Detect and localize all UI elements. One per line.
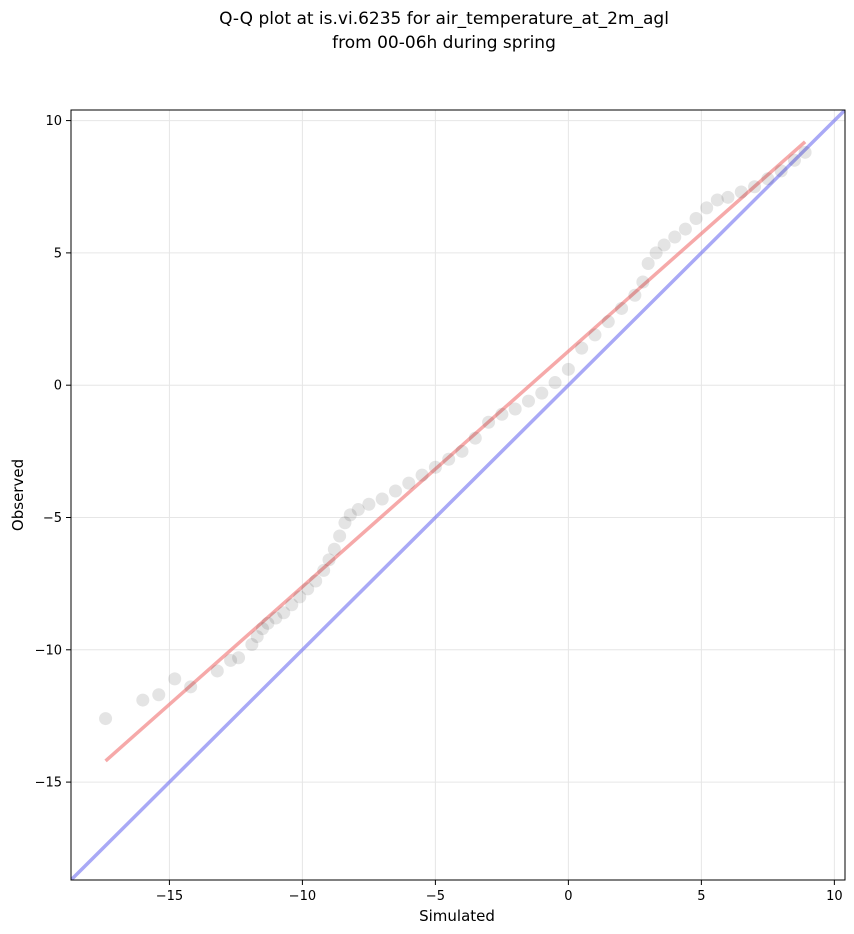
data-point	[700, 201, 714, 215]
data-point	[285, 598, 299, 612]
data-point	[575, 341, 589, 355]
data-point	[495, 407, 509, 421]
data-point	[322, 553, 336, 567]
data-point	[309, 574, 323, 588]
y-tick-label: −10	[35, 643, 62, 658]
data-point	[508, 402, 522, 416]
x-axis-label: Simulated	[419, 907, 495, 925]
data-point	[649, 246, 663, 260]
fit-line	[104, 140, 807, 763]
x-tick-label: −5	[426, 889, 445, 904]
data-point	[628, 288, 642, 302]
data-point	[442, 452, 456, 466]
data-point	[362, 497, 376, 511]
data-point	[277, 606, 291, 620]
data-point	[210, 664, 224, 678]
data-point	[99, 712, 113, 726]
data-point	[250, 630, 264, 644]
y-axis-ticks: −15 −10 −5 0 5 10	[35, 114, 71, 791]
data-point	[333, 529, 347, 543]
x-tick-label: −10	[289, 889, 316, 904]
fit-line-layer	[104, 140, 807, 763]
y-tick-label: −15	[35, 776, 62, 791]
x-tick-label: −15	[156, 889, 183, 904]
data-point	[615, 301, 629, 315]
data-point	[327, 542, 341, 556]
data-point	[535, 386, 549, 400]
y-axis-label: Observed	[9, 459, 27, 531]
data-point	[402, 476, 416, 490]
chart-title-line-1: Q-Q plot at is.vi.6235 for air_temperatu…	[219, 9, 669, 29]
data-point	[521, 394, 535, 408]
data-point	[601, 315, 615, 329]
grid-lines	[71, 110, 845, 880]
data-point	[293, 590, 307, 604]
data-point	[734, 185, 748, 199]
data-point	[428, 460, 442, 474]
data-point	[787, 153, 801, 167]
data-point	[748, 180, 762, 194]
data-point	[261, 616, 275, 630]
data-point	[482, 415, 496, 429]
identity-line	[71, 110, 845, 880]
data-point	[256, 622, 270, 636]
x-tick-label: 0	[564, 889, 572, 904]
data-point	[245, 638, 259, 652]
data-point	[317, 563, 331, 577]
data-point	[301, 582, 315, 596]
data-point	[774, 164, 788, 178]
y-tick-label: −5	[43, 511, 62, 526]
data-point	[375, 492, 389, 506]
data-point	[668, 230, 682, 244]
data-point	[232, 651, 246, 665]
data-points	[99, 145, 812, 726]
data-point	[678, 222, 692, 236]
data-point	[351, 503, 365, 517]
data-point	[136, 693, 150, 707]
data-point	[561, 362, 575, 376]
data-point	[224, 653, 238, 667]
data-point	[657, 238, 671, 252]
data-point	[269, 611, 283, 625]
chart-title-line-2: from 00-06h during spring	[332, 33, 556, 53]
data-point	[798, 145, 812, 159]
x-tick-label: 5	[697, 889, 705, 904]
data-point	[338, 516, 352, 530]
y-tick-label: 0	[54, 379, 62, 394]
data-point	[168, 672, 182, 686]
x-axis-ticks: −15 −10 −5 0 5 10	[156, 880, 843, 904]
data-point	[588, 328, 602, 342]
x-tick-label: 10	[826, 889, 843, 904]
data-point	[343, 508, 357, 522]
data-point	[689, 211, 703, 225]
data-point	[641, 256, 655, 270]
data-point	[468, 431, 482, 445]
data-point	[548, 376, 562, 390]
data-point	[388, 484, 402, 498]
y-tick-label: 10	[45, 114, 62, 129]
data-point	[761, 172, 775, 186]
data-point	[721, 190, 735, 204]
plot-area-frame	[70, 109, 846, 881]
data-point	[415, 468, 429, 482]
data-point	[636, 275, 650, 289]
identity-line-layer	[71, 110, 845, 880]
y-tick-label: 5	[54, 246, 62, 261]
data-point	[152, 688, 166, 702]
data-point	[710, 193, 724, 207]
data-point	[184, 680, 198, 694]
data-point	[455, 444, 469, 458]
